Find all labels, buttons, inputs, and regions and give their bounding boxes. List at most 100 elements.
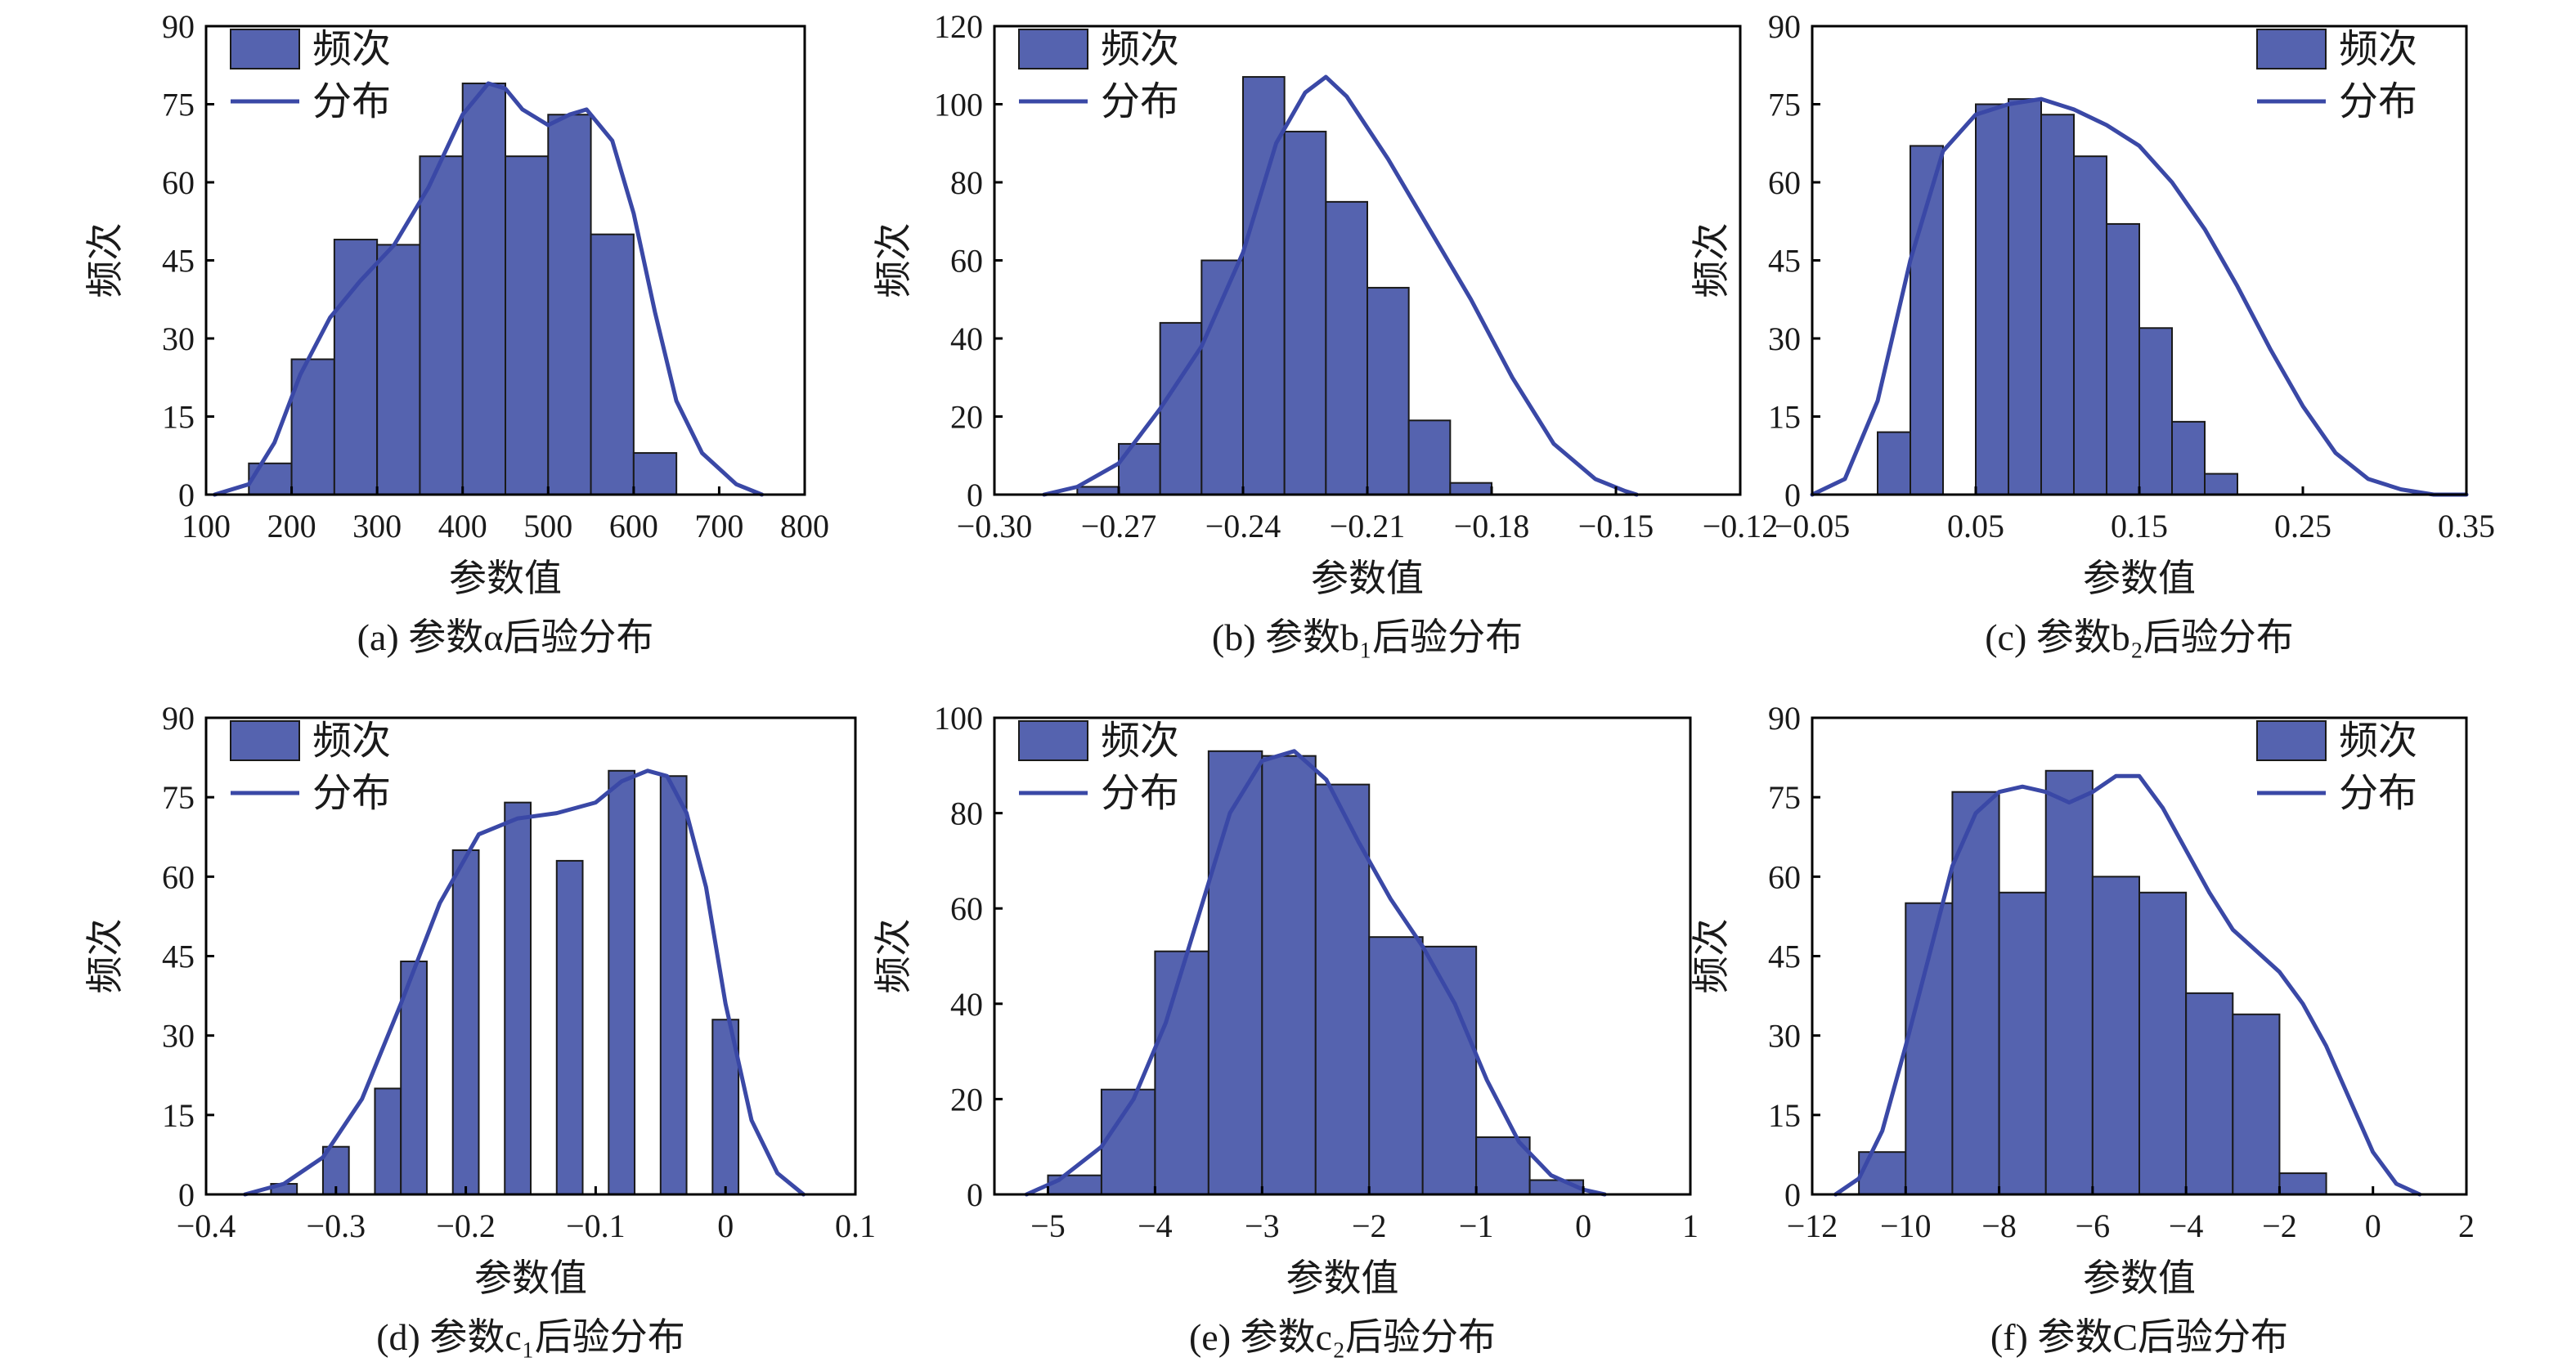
histogram-bar <box>248 462 293 495</box>
panel-b: −0.30 −0.27 −0.24 −0.21 −0.18 −0.15 −0.12 0 20 40… <box>873 8 1778 658</box>
histogram-bar <box>659 775 688 1195</box>
histogram-bar <box>1283 130 1327 496</box>
y-tick-label: 80 <box>950 164 983 201</box>
y-axis-label: 频次 <box>84 919 126 994</box>
x-tick-label: −5 <box>1030 1207 1066 1244</box>
x-tick-label: −0.18 <box>1454 508 1530 544</box>
histogram-bar <box>1975 103 2009 495</box>
x-tick-label: 0 <box>1575 1207 1591 1244</box>
histogram-bar <box>1118 442 1161 495</box>
histogram-bars <box>248 83 678 496</box>
y-tick-label: 30 <box>162 1018 195 1055</box>
x-axis-label: 参数值 <box>474 1257 587 1299</box>
x-tick-label: −10 <box>1880 1207 1932 1244</box>
histogram-bar <box>2091 876 2141 1196</box>
y-tick-label: 45 <box>162 939 195 975</box>
y-tick-label: 0 <box>178 1176 195 1213</box>
x-tick-label: −0.12 <box>1703 508 1779 544</box>
x-tick-label: 100 <box>182 508 231 544</box>
x-tick-label: 0.25 <box>2274 508 2331 544</box>
distribution-curve <box>1833 773 2422 1197</box>
histogram-bar <box>2106 222 2140 495</box>
legend-bar-swatch <box>2256 29 2327 69</box>
panel-caption: (a) 参数α后验分布 <box>357 616 654 658</box>
x-tick-label: −3 <box>1245 1207 1280 1244</box>
y-tick-label: 45 <box>1768 939 1801 975</box>
y-tick-label: 20 <box>950 399 983 436</box>
panel-c: −0.05 0.05 0.15 0.25 0.35 0 15 30 45 60 75 90 参数值 频次 (… <box>1690 8 2495 658</box>
panel-caption: (b) 参数b₁后验分布 <box>1212 616 1523 658</box>
x-tick-label: 0 <box>2365 1207 2381 1244</box>
histogram-bar <box>1159 321 1203 495</box>
histogram-bar <box>1047 1174 1102 1196</box>
y-tick-label: 60 <box>1768 858 1801 895</box>
histogram-bar <box>2044 769 2094 1195</box>
x-tick-label: −6 <box>2076 1207 2111 1244</box>
x-tick-label: 300 <box>352 508 402 544</box>
histogram-bar <box>1314 783 1371 1195</box>
x-tick-label: −0.2 <box>436 1207 496 1244</box>
histogram-bar <box>376 244 421 495</box>
x-tick-label: 0.1 <box>835 1207 876 1244</box>
legend-curve-label: 分布 <box>1101 80 1179 123</box>
x-tick-label: −8 <box>1981 1207 2017 1244</box>
x-tick-label: 500 <box>523 508 572 544</box>
histogram-bars <box>1877 98 2238 496</box>
y-tick-label: 30 <box>1768 320 1801 357</box>
legend-bar-label: 频次 <box>312 28 391 71</box>
x-axis-label: 参数值 <box>1286 1257 1399 1299</box>
x-tick-label: −0.27 <box>1081 508 1157 544</box>
x-tick-label: −4 <box>1138 1207 1173 1244</box>
histogram-bar <box>1998 891 2047 1196</box>
x-tick-label: 0 <box>717 1207 734 1244</box>
histogram-bar <box>547 114 592 495</box>
x-tick-label: −0.24 <box>1205 508 1281 544</box>
y-axis-label: 频次 <box>1690 223 1732 298</box>
plot-frame <box>993 716 1692 1196</box>
histogram-bar <box>1367 286 1410 495</box>
x-tick-label: −0.4 <box>177 1207 236 1244</box>
y-tick-label: 15 <box>162 1097 195 1134</box>
y-axis-label: 频次 <box>1690 919 1732 994</box>
histogram-bar <box>1368 936 1424 1196</box>
distribution-curve <box>243 768 806 1197</box>
y-tick-label: 15 <box>1768 399 1801 436</box>
y-tick-label: 40 <box>950 320 983 357</box>
y-tick-label: 0 <box>1784 1176 1801 1213</box>
x-tick-label: −0.21 <box>1330 508 1406 544</box>
panel-caption: (f) 参数C后验分布 <box>1990 1316 2288 1358</box>
histogram-bar <box>290 358 335 496</box>
distribution-curve <box>1042 74 1639 497</box>
y-tick-label: 75 <box>162 87 195 123</box>
y-tick-label: 90 <box>1768 8 1801 45</box>
histogram-bar <box>2204 473 2238 495</box>
histogram-bar <box>2232 1013 2281 1196</box>
legend-curve-label: 分布 <box>1101 772 1179 815</box>
panel-f: −12 −10 −8 −6 −4 −2 0 2 0 15 30 45 60 75 90 参数值 频次 (f) 参数… <box>1690 700 2475 1358</box>
x-tick-label: −0.30 <box>957 508 1033 544</box>
y-tick-label: 90 <box>162 8 195 45</box>
legend-curve-label: 分布 <box>2339 772 2417 815</box>
panel-caption: (c) 参数b₂后验分布 <box>1985 616 2294 658</box>
x-tick-label: −0.3 <box>307 1207 366 1244</box>
x-tick-label: −0.15 <box>1578 508 1654 544</box>
histogram-bar <box>504 801 532 1196</box>
y-tick-label: 0 <box>1784 477 1801 513</box>
distribution-curve <box>1024 749 1607 1197</box>
y-tick-label: 100 <box>934 87 983 123</box>
histogram-bar <box>1905 902 1954 1195</box>
histogram-bar <box>400 960 428 1195</box>
y-tick-label: 60 <box>950 890 983 927</box>
histogram-bar <box>1261 755 1317 1195</box>
y-tick-label: 0 <box>967 477 983 513</box>
histogram-bar <box>2138 327 2173 495</box>
histogram-bar <box>2138 891 2188 1196</box>
legend-bar-label: 频次 <box>2339 28 2417 71</box>
legend-curve-label: 分布 <box>312 80 391 123</box>
histogram-bar <box>1407 419 1452 496</box>
y-tick-label: 15 <box>162 399 195 436</box>
